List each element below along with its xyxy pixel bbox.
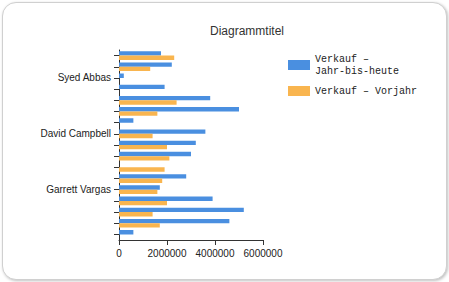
svg-text:Diagrammtitel: Diagrammtitel — [210, 24, 284, 38]
svg-text:0: 0 — [116, 248, 122, 259]
svg-text:4000000: 4000000 — [196, 248, 235, 259]
svg-text:Syed Abbas: Syed Abbas — [58, 72, 111, 83]
svg-text:Jahr-bis-heute: Jahr-bis-heute — [315, 66, 399, 77]
svg-text:Verkauf – Vorjahr: Verkauf – Vorjahr — [315, 86, 417, 97]
svg-text:6000000: 6000000 — [244, 248, 283, 259]
svg-text:Verkauf –: Verkauf – — [315, 54, 375, 65]
svg-text:David Campbell: David Campbell — [40, 128, 111, 139]
svg-text:Garrett Vargas: Garrett Vargas — [46, 184, 111, 195]
svg-text:2000000: 2000000 — [148, 248, 187, 259]
